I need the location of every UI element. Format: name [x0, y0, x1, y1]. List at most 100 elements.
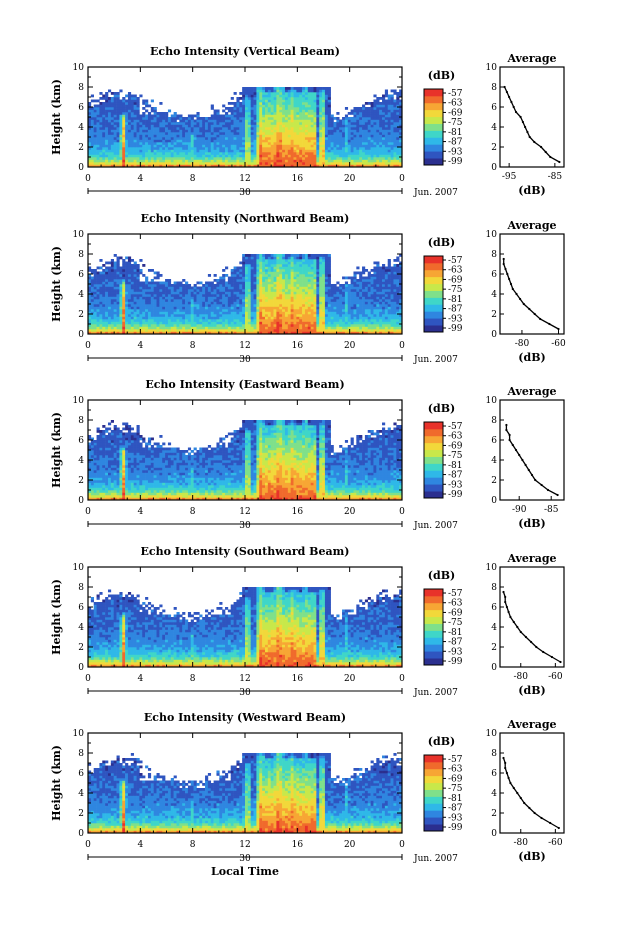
heatmap-cell: [222, 304, 226, 307]
heatmap-cell: [213, 279, 217, 282]
heatmap-cell: [316, 122, 320, 125]
heatmap-cell: [276, 284, 280, 287]
heatmap-cell: [167, 331, 172, 335]
heatmap-cell: [330, 119, 334, 123]
heatmap-cell: [150, 321, 154, 325]
heatmap-cell: [142, 117, 146, 120]
heatmap-cell: [236, 122, 240, 125]
heatmap-cell: [99, 306, 103, 310]
heatmap-cell: [299, 94, 303, 98]
heatmap-cell: [116, 94, 120, 98]
heatmap-cell: [147, 124, 152, 128]
heatmap-cell: [276, 129, 280, 133]
heatmap-cell: [299, 89, 303, 93]
heatmap-cell: [324, 117, 329, 120]
heatmap-cell: [299, 152, 303, 155]
heatmap-cell: [216, 162, 220, 165]
heatmap-cell: [259, 301, 263, 305]
heatmap-cell: [153, 142, 157, 145]
heatmap-cell: [205, 299, 209, 302]
heatmap-cell: [199, 124, 203, 128]
heatmap-cell: [116, 276, 120, 280]
heatmap-cell: [205, 309, 209, 312]
heatmap-cell: [107, 162, 112, 165]
heatmap-cell: [316, 124, 320, 128]
heatmap-cell: [310, 87, 314, 90]
heatmap-cell: [110, 92, 114, 95]
heatmap-cell: [290, 299, 294, 302]
heatmap-cell: [279, 261, 283, 265]
heatmap-cell: [259, 261, 263, 265]
heatmap-cell: [105, 271, 109, 275]
heatmap-cell: [344, 152, 349, 155]
heatmap-cell: [276, 316, 280, 320]
heatmap-cell: [185, 129, 189, 133]
heatmap-cell: [105, 94, 109, 98]
heatmap-cell: [242, 306, 246, 310]
heatmap-cell: [167, 144, 172, 148]
heatmap-cell: [396, 119, 400, 123]
heatmap-cell: [307, 162, 311, 165]
heatmap-cell: [236, 162, 240, 165]
heatmap-cell: [364, 117, 369, 120]
heatmap-cell: [350, 157, 354, 160]
heatmap-cell: [122, 286, 126, 290]
heatmap-cell: [119, 107, 123, 110]
heatmap-cell: [287, 97, 291, 100]
heatmap-cell: [282, 264, 286, 267]
heatmap-cell: [205, 149, 209, 153]
heatmap-cell: [96, 139, 100, 143]
heatmap-cell: [162, 304, 166, 307]
heatmap-cell: [333, 157, 337, 160]
heatmap-cell: [199, 289, 203, 292]
heatmap-cell: [253, 289, 257, 292]
heatmap-cell: [279, 286, 283, 290]
heatmap-cell: [302, 127, 306, 130]
heatmap-cell: [213, 159, 217, 163]
heatmap-cell: [364, 162, 369, 165]
heatmap-cell: [356, 132, 360, 135]
heatmap-cell: [293, 117, 297, 120]
heatmap-cell: [279, 92, 283, 95]
heatmap-cell: [196, 129, 200, 133]
heatmap-cell: [162, 137, 166, 140]
heatmap-cell: [176, 289, 180, 292]
heatmap-cell: [290, 164, 294, 168]
heatmap-cell: [362, 107, 366, 110]
heatmap-cell: [290, 324, 294, 327]
heatmap-cell: [122, 97, 126, 100]
heatmap-cell: [116, 319, 120, 322]
heatmap-cell: [176, 314, 180, 317]
heatmap-cell: [245, 284, 249, 287]
heatmap-cell: [273, 276, 277, 280]
heatmap-cell: [116, 147, 120, 150]
heatmap-cell: [153, 314, 157, 317]
heatmap-cell: [233, 137, 237, 140]
heatmap-cell: [88, 291, 92, 295]
heatmap-cell: [273, 122, 277, 125]
heatmap-cell: [225, 316, 229, 320]
heatmap-cell: [119, 144, 123, 148]
heatmap-cell: [367, 134, 371, 138]
heatmap-cell: [296, 92, 300, 95]
heatmap-cell: [273, 299, 277, 302]
heatmap-cell: [139, 271, 143, 275]
heatmap-cell: [242, 276, 246, 280]
heatmap-cell: [322, 109, 326, 113]
heatmap-cell: [250, 152, 254, 155]
heatmap-cell: [270, 331, 274, 335]
heatmap-cell: [225, 306, 229, 310]
heatmap-cell: [105, 159, 109, 163]
heatmap-cell: [113, 286, 117, 290]
heatmap-cell: [382, 107, 386, 110]
heatmap-cell: [322, 119, 326, 123]
heatmap-cell: [150, 291, 154, 295]
heatmap-cell: [270, 266, 274, 270]
heatmap-cell: [307, 124, 311, 128]
heatmap-cell: [313, 89, 317, 93]
heatmap-cell: [187, 154, 192, 158]
heatmap-cell: [313, 107, 317, 110]
heatmap-cell: [142, 122, 146, 125]
heatmap-cell: [136, 119, 140, 123]
heatmap-cell: [247, 129, 251, 133]
